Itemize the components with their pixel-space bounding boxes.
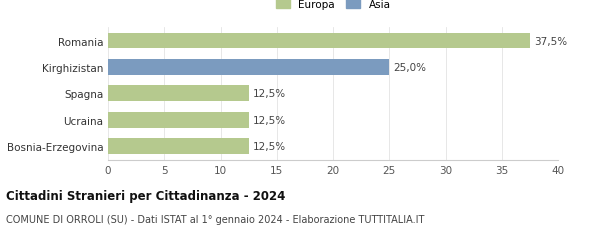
Text: 12,5%: 12,5% — [253, 89, 286, 99]
Text: COMUNE DI ORROLI (SU) - Dati ISTAT al 1° gennaio 2024 - Elaborazione TUTTITALIA.: COMUNE DI ORROLI (SU) - Dati ISTAT al 1°… — [6, 214, 424, 224]
Text: 12,5%: 12,5% — [253, 142, 286, 151]
Bar — [108, 33, 530, 49]
Bar — [108, 86, 248, 102]
Bar — [108, 60, 389, 76]
Text: Cittadini Stranieri per Cittadinanza - 2024: Cittadini Stranieri per Cittadinanza - 2… — [6, 189, 286, 202]
Legend: Europa, Asia: Europa, Asia — [274, 0, 392, 12]
Text: 37,5%: 37,5% — [535, 36, 568, 46]
Bar — [108, 112, 248, 128]
Text: 12,5%: 12,5% — [253, 115, 286, 125]
Bar — [108, 139, 248, 154]
Text: 25,0%: 25,0% — [394, 63, 427, 73]
